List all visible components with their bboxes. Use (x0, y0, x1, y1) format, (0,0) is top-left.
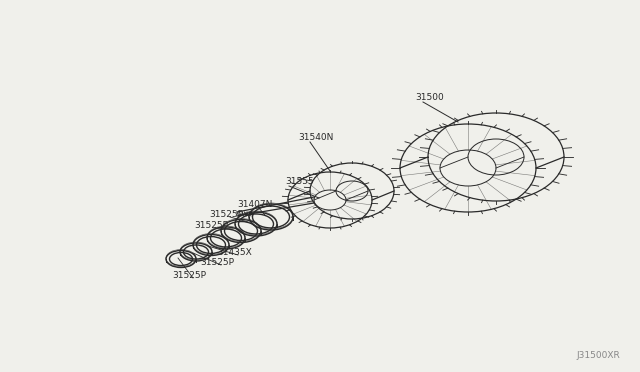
Text: 31407N: 31407N (237, 200, 273, 209)
Text: 31540N: 31540N (298, 133, 333, 142)
Text: 31435X: 31435X (217, 248, 252, 257)
Text: 31555: 31555 (285, 177, 314, 186)
Text: 31525P: 31525P (172, 271, 206, 280)
Text: 31525P: 31525P (200, 258, 234, 267)
Text: 31500: 31500 (415, 93, 444, 102)
Text: J31500XR: J31500XR (576, 351, 620, 360)
Text: 31525P: 31525P (194, 221, 228, 230)
Text: 31525P: 31525P (209, 210, 243, 219)
